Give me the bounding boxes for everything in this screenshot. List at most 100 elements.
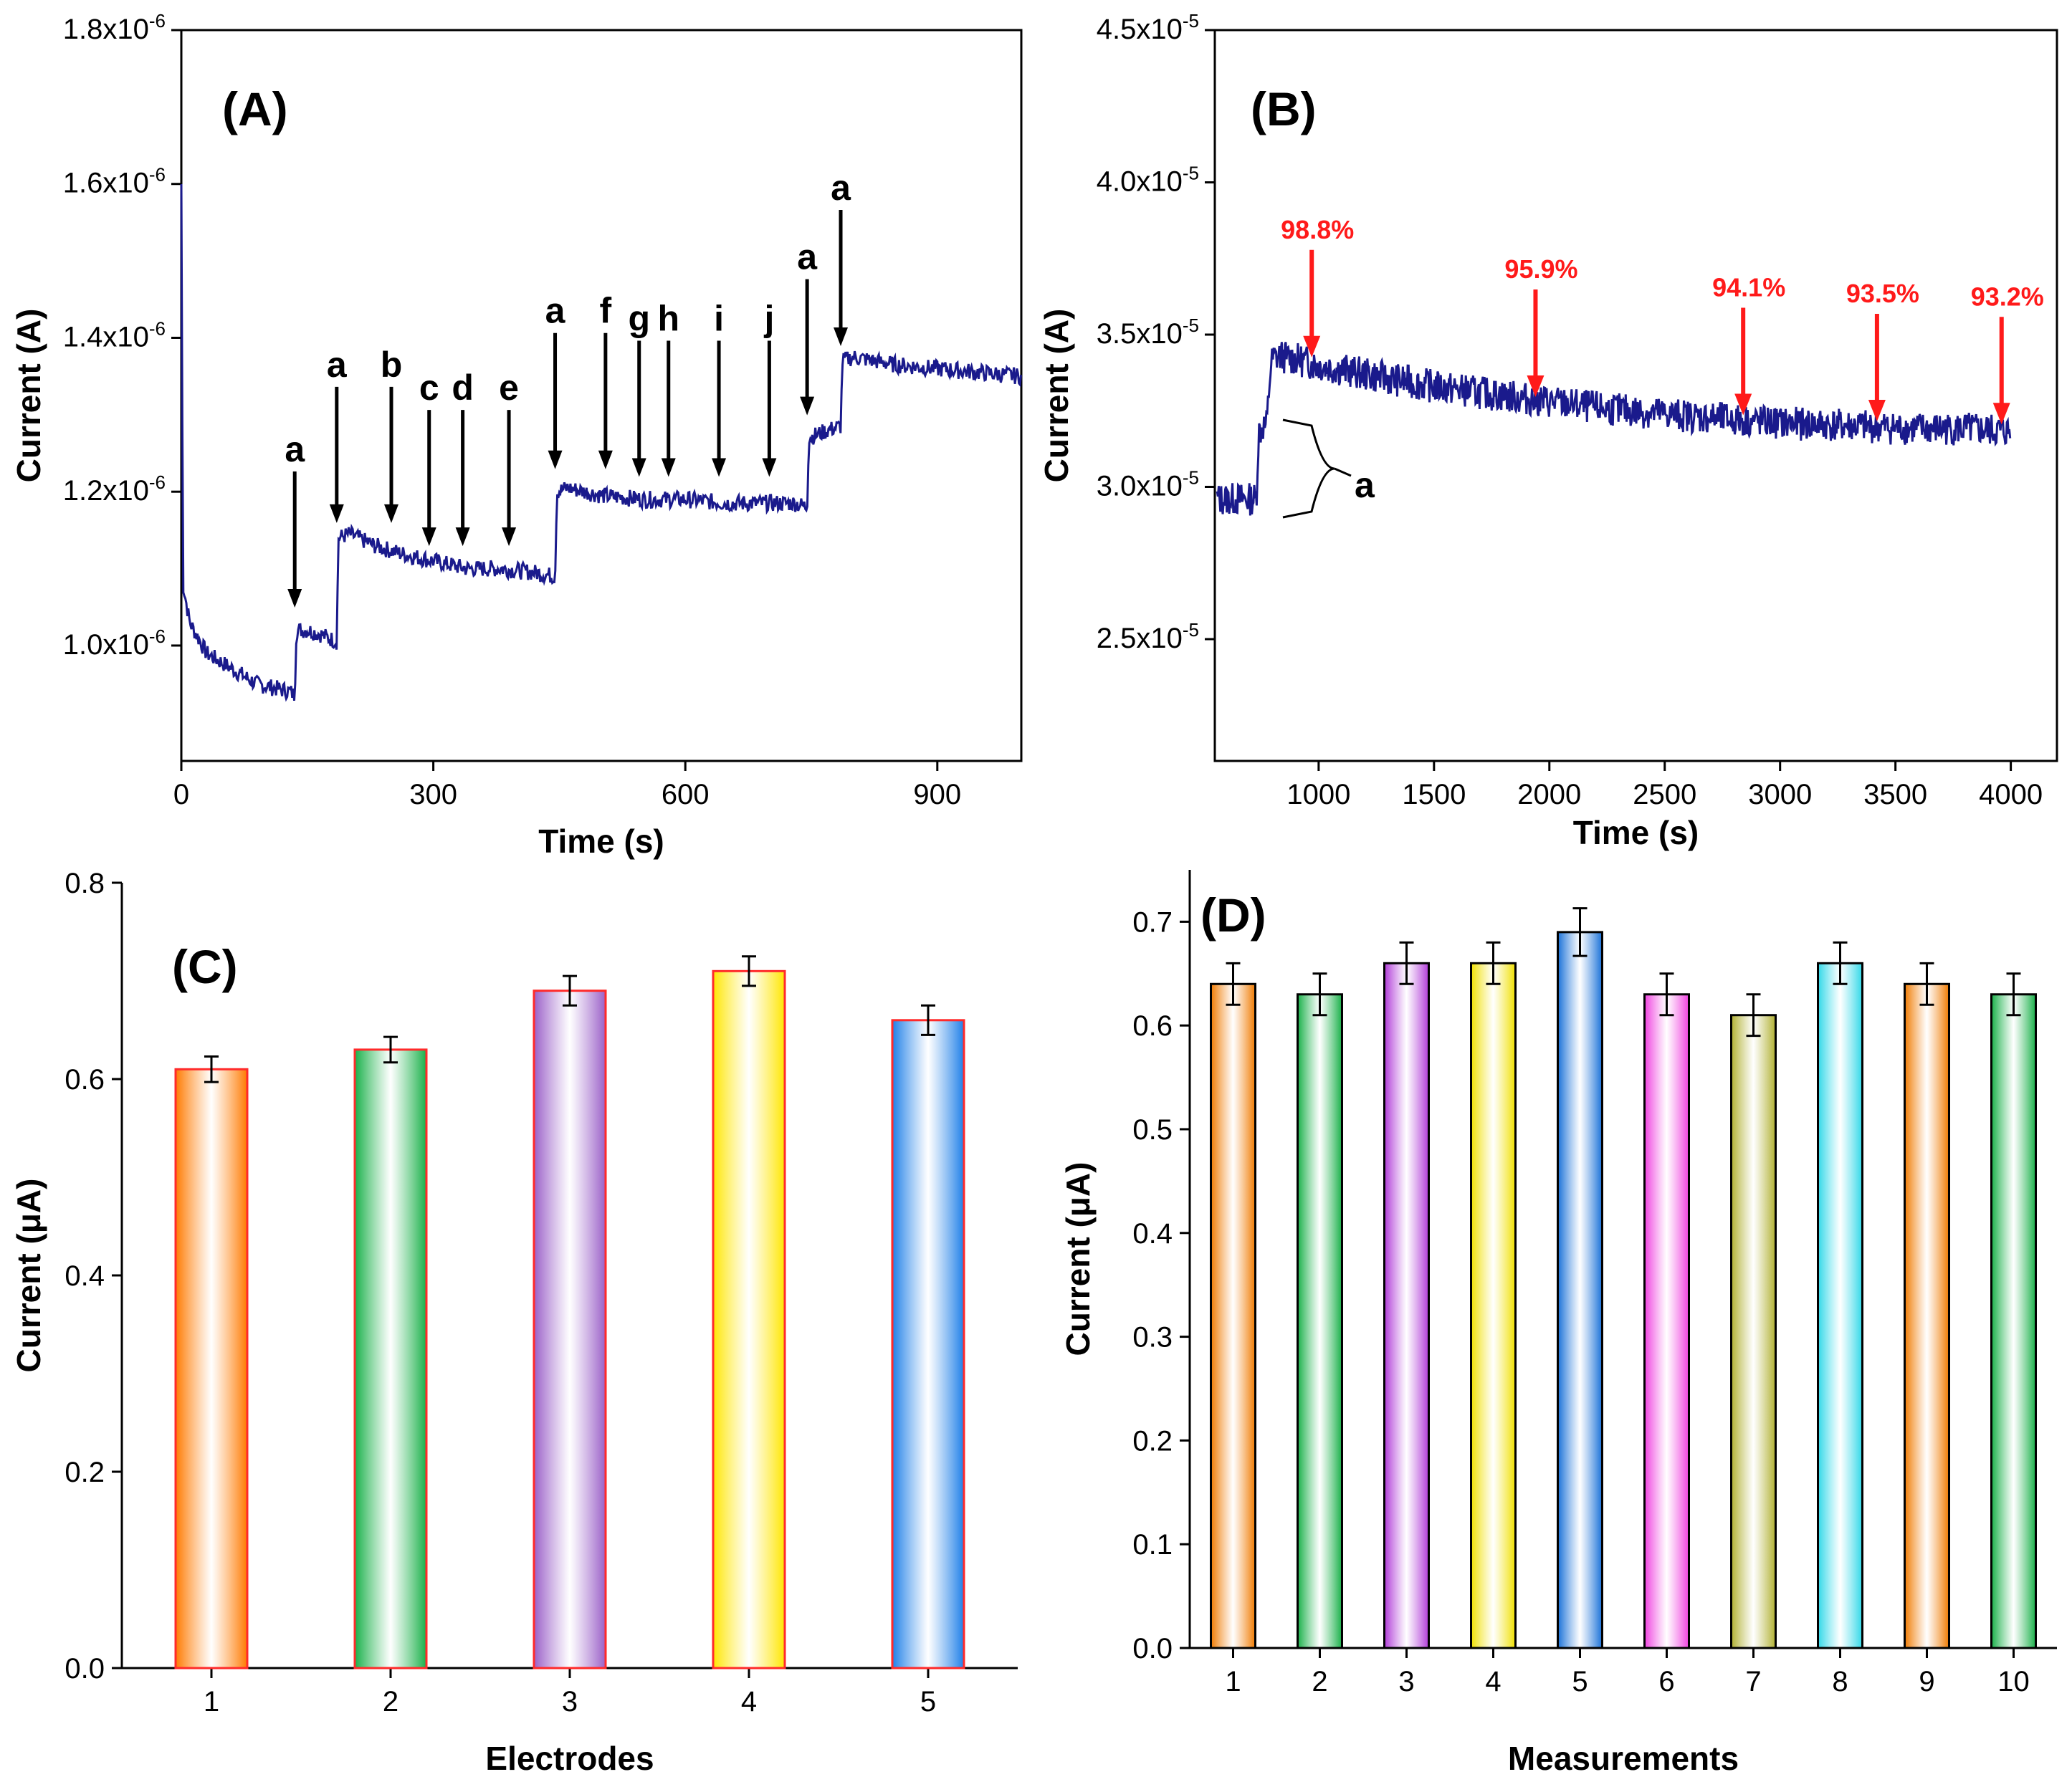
panel-a-arrowhead <box>329 504 344 523</box>
panel-b-bracket-label: a <box>1355 465 1375 505</box>
panel-b-y-tick-label: 4.5x10-5 <box>1097 10 1199 45</box>
panel-a-arrowhead <box>455 527 470 547</box>
panel-a-arrowhead <box>548 450 563 469</box>
panel-a-y-tick-label: 1.0x10-6 <box>63 626 166 661</box>
panel-d-x-tick-label: 3 <box>1398 1666 1414 1697</box>
panel-a-marker-label: a <box>545 291 566 331</box>
panel-c-y-tick-label: 0.8 <box>65 868 105 899</box>
panel-d-bar <box>1990 993 2037 1649</box>
panel-c-x-tick-label: 3 <box>562 1686 578 1717</box>
panel-d-x-tick-label: 8 <box>1832 1666 1848 1697</box>
panel-a-arrowhead <box>762 458 777 477</box>
panel-d-x-axis-label: Measurements <box>1508 1740 1739 1777</box>
panel-a-arrowhead <box>631 458 646 477</box>
panel-d-x-tick-label: 5 <box>1572 1666 1588 1697</box>
panel-a-arrowhead <box>800 396 815 416</box>
panel-d-bar <box>1904 982 1950 1649</box>
panel-a-marker-label: c <box>419 368 439 408</box>
panel-b-x-tick-label: 3000 <box>1748 779 1812 810</box>
panel-d-y-tick-label: 0.0 <box>1132 1633 1173 1664</box>
panel-d-bar <box>1817 962 1863 1649</box>
panel-c-bar <box>353 1048 428 1669</box>
panel-d-x-tick-label: 7 <box>1745 1666 1761 1697</box>
panel-b-x-tick-label: 1000 <box>1286 779 1350 810</box>
panel-c-bar <box>712 969 786 1669</box>
panel-b-retention-label: 93.5% <box>1846 279 1919 308</box>
panel-b-red-arrowhead <box>1734 393 1752 416</box>
panel-d-x-tick-label: 1 <box>1225 1666 1241 1697</box>
panel-b-y-tick-label: 4.0x10-5 <box>1097 163 1199 198</box>
panel-a-y-tick-label: 1.8x10-6 <box>63 10 166 45</box>
panel-a-marker-label: e <box>499 368 519 408</box>
panel-a-marker-label: i <box>714 298 724 338</box>
panel-a-arrowhead <box>502 527 517 547</box>
panel-b-red-arrowhead <box>1992 403 2010 425</box>
panel-b-plot-frame <box>1213 29 2058 762</box>
panel-a-marker-label: g <box>628 298 650 338</box>
panel-b-red-arrowhead <box>1303 335 1321 358</box>
panel-a-y-axis-label: Current (A) <box>10 309 47 483</box>
panel-b-series-line <box>1216 342 2012 516</box>
panel-b-retention-label: 94.1% <box>1712 273 1785 302</box>
panel-a-arrowhead <box>834 327 849 346</box>
panel-d-x-tick-label: 10 <box>1997 1666 2030 1697</box>
panel-c-bar <box>891 1019 965 1669</box>
panel-d-bar <box>1730 1014 1777 1649</box>
panel-a-marker-label: d <box>452 368 474 408</box>
panel-d-bar <box>1210 982 1256 1649</box>
panel-a-x-tick-label: 0 <box>173 779 189 810</box>
panel-d-y-tick-label: 0.4 <box>1132 1218 1173 1250</box>
panel-b-retention-label: 93.2% <box>1971 282 2044 311</box>
panel-a-marker-label: a <box>831 168 851 208</box>
panel-b-red-arrowhead <box>1527 375 1545 397</box>
panel-b-bracket <box>1282 418 1335 519</box>
panel-d-panel-label: (D) <box>1200 888 1266 942</box>
panel-a-marker-label: f <box>600 291 612 331</box>
panel-d-y-tick-label: 0.6 <box>1132 1010 1173 1042</box>
panel-b-x-tick-label: 4000 <box>1979 779 2043 810</box>
panel-c-chart: 0.0 0.2 0.4 0.6 0.8 1 2 3 4 5 Electrodes Current (μ… <box>10 868 1018 1777</box>
panel-b-x-tick-label: 3500 <box>1863 779 1927 810</box>
panel-d-x-tick-label: 9 <box>1919 1666 1934 1697</box>
panel-a-x-tick-label: 300 <box>409 779 457 810</box>
panel-d-y-tick-label: 0.3 <box>1132 1322 1173 1354</box>
panel-c-y-tick-label: 0.6 <box>65 1064 105 1096</box>
panel-a-marker-label: h <box>657 298 679 338</box>
panel-c-bar <box>174 1068 249 1669</box>
panel-b-y-tick-label: 3.5x10-5 <box>1097 315 1199 350</box>
panel-d-y-axis-label: Current (μA) <box>1059 1162 1097 1356</box>
panel-a-chart: 0 300 600 900 1.0x10-6 1.2x10-6 1.4x10-6 1.6x10… <box>10 10 1023 860</box>
panel-a-marker-label: a <box>327 345 348 385</box>
panel-a-label: (A) <box>222 82 288 135</box>
panel-d-bar <box>1383 962 1430 1649</box>
panel-a-y-tick-label: 1.6x10-6 <box>63 164 166 199</box>
panel-b-retention-label: 95.9% <box>1504 254 1577 284</box>
panel-a-arrowhead <box>287 589 302 608</box>
panel-d-bar <box>1297 993 1343 1649</box>
panel-b-y-tick-label: 2.5x10-5 <box>1097 619 1199 654</box>
panel-b-bracket-pointer <box>1334 467 1352 477</box>
panel-a-marker-label: j <box>763 298 774 338</box>
panel-b-chart: 1000 1500 2000 2500 3000 3500 4000 2.5x10-5 3.0x… <box>1038 10 2058 851</box>
panel-c-x-tick-label: 4 <box>741 1686 757 1717</box>
panel-b-y-tick-label: 3.0x10-5 <box>1097 467 1199 502</box>
panel-c-x-axis-label: Electrodes <box>485 1740 654 1777</box>
panel-a-arrowhead <box>598 450 613 469</box>
panel-b-x-tick-label: 2000 <box>1517 779 1581 810</box>
panel-b-y-axis-label: Current (A) <box>1038 309 1075 483</box>
panel-d-bar <box>1643 993 1690 1649</box>
panel-d-x-tick-label: 6 <box>1658 1666 1674 1697</box>
panel-a-arrowhead <box>712 458 727 477</box>
panel-c-bar <box>533 990 607 1669</box>
panel-a-x-axis-label: Time (s) <box>538 823 664 860</box>
panel-a-arrowhead <box>384 504 398 523</box>
panel-b-red-arrowhead <box>1868 400 1886 421</box>
panel-c-y-tick-label: 0.0 <box>65 1653 105 1685</box>
panel-b-x-tick-label: 1500 <box>1402 779 1466 810</box>
panel-d-bar <box>1470 962 1517 1649</box>
panel-d-y-tick-label: 0.1 <box>1132 1529 1173 1561</box>
panel-c-y-axis-label: Current (μA) <box>10 1179 47 1373</box>
panel-d-x-tick-label: 2 <box>1312 1666 1327 1697</box>
panel-a-marker-label: b <box>381 345 403 385</box>
